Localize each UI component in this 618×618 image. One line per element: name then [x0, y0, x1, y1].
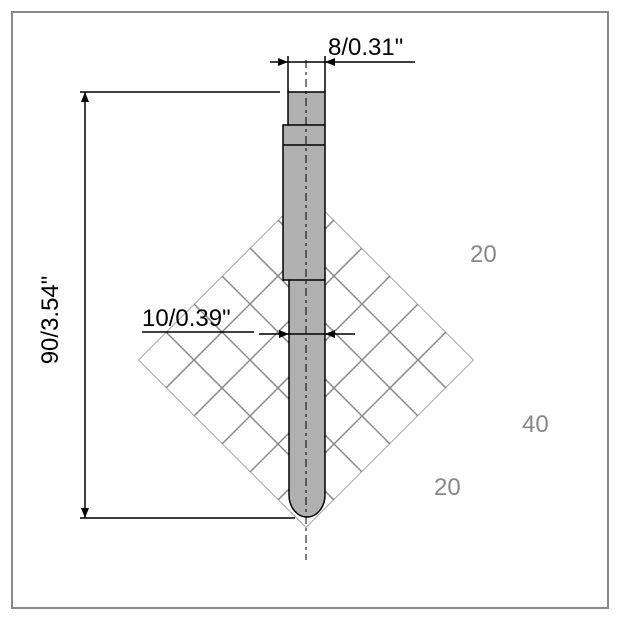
grid-scale-label: 20: [434, 474, 461, 501]
dim-mid-arrow-left: [279, 330, 289, 338]
tool-profile: [283, 60, 325, 560]
dim-mid-label: 10/0.39": [142, 305, 231, 332]
dim-top-label: 8/0.31": [328, 34, 403, 61]
dim-height-arrow-bottom: [81, 508, 89, 518]
dim-top-arrow-left: [278, 58, 288, 66]
dimension-top-width: 8/0.31": [270, 34, 415, 92]
grid-scale-label: 20: [470, 241, 497, 268]
grid-scale-label: 40: [522, 411, 549, 438]
dim-height-arrow-top: [81, 92, 89, 102]
dim-height-label: 90/3.54": [37, 276, 64, 365]
tool-body: [283, 92, 325, 517]
grid-scale-labels: 20 40 20: [434, 241, 549, 501]
